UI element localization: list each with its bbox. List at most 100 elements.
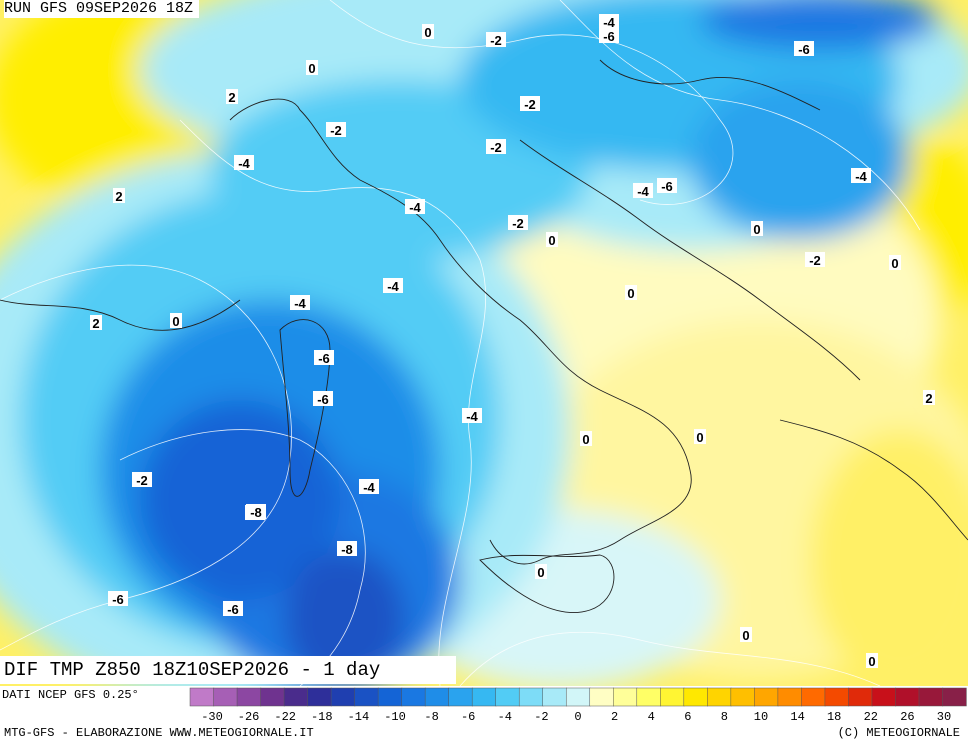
contour-label: 0 — [740, 627, 752, 643]
legend-tick-label: 26 — [900, 710, 914, 724]
contour-label-text: -4 — [409, 200, 421, 215]
contour-label: 0 — [306, 60, 318, 76]
legend-swatch — [613, 687, 638, 707]
contour-label-text: 0 — [891, 256, 898, 271]
legend-swatch — [354, 687, 379, 707]
contour-label: -8 — [337, 541, 357, 557]
contour-label: -4 — [599, 14, 619, 30]
contour-label: -4 — [359, 479, 379, 495]
legend-swatch — [918, 687, 944, 707]
contour-label-text: 0 — [868, 654, 875, 669]
contour-label: -6 — [599, 28, 619, 44]
legend-swatch — [824, 687, 850, 707]
contour-label: 0 — [751, 221, 763, 237]
legend-swatch — [283, 687, 309, 707]
legend-swatch — [260, 687, 285, 707]
contour-label: -2 — [805, 252, 825, 268]
legend-tick-label: -8 — [424, 710, 438, 724]
anomaly-field — [0, 0, 968, 686]
contour-label-text: 2 — [228, 90, 235, 105]
contour-label: 0 — [170, 313, 182, 329]
contour-label: -2 — [132, 472, 152, 488]
color-legend: -30 -26 -22 -18 -14 -10 -8 -6 -4 -2 0 2 4 6 8 10 14 18 22 2… — [189, 687, 967, 724]
legend-swatch — [236, 687, 262, 707]
legend-swatch — [330, 687, 356, 707]
legend-tick-label: -22 — [274, 710, 296, 724]
contour-label-text: 0 — [696, 430, 703, 445]
legend-swatch — [660, 687, 685, 707]
contour-label-text: 0 — [742, 628, 749, 643]
legend-swatch — [707, 687, 732, 707]
contour-label: -6 — [313, 391, 333, 407]
contour-label: -6 — [108, 591, 128, 607]
legend-tick-label: 30 — [937, 710, 951, 724]
contour-label-text: -6 — [112, 592, 124, 607]
legend-tick-label: 18 — [827, 710, 841, 724]
contour-label: -2 — [520, 96, 540, 112]
legend-swatch — [213, 687, 238, 707]
legend-swatch — [754, 687, 779, 707]
contour-label: -4 — [383, 278, 403, 294]
contour-label: 0 — [625, 285, 637, 301]
contour-label: -6 — [223, 601, 243, 617]
contour-label-text: 2 — [115, 189, 122, 204]
legend-swatch — [589, 687, 614, 707]
legend-swatch — [730, 687, 756, 707]
legend-swatch — [307, 687, 332, 707]
contour-label-text: -4 — [363, 480, 375, 495]
contour-label: -4 — [462, 408, 482, 424]
legend-swatch — [565, 687, 591, 707]
contour-label: 0 — [866, 653, 878, 669]
contour-label: -4 — [290, 295, 310, 311]
legend-tick-label: -6 — [461, 710, 475, 724]
legend-swatch — [848, 687, 873, 707]
contour-label-text: -6 — [603, 29, 615, 44]
contour-label-text: 0 — [424, 25, 431, 40]
legend-tick-label: -4 — [498, 710, 512, 724]
run-title: RUN GFS 09SEP2026 18Z — [4, 0, 200, 18]
contour-label-text: -6 — [227, 602, 239, 617]
contour-label: 2 — [923, 390, 935, 406]
legend-swatch — [777, 687, 803, 707]
legend-swatch — [942, 687, 967, 707]
contour-label-text: -4 — [294, 296, 306, 311]
contour-label-text: -6 — [317, 392, 329, 407]
contour-label-text: -6 — [661, 179, 673, 194]
footer-credit: MTG-GFS - ELABORAZIONE WWW.METEOGIORNALE… — [4, 726, 314, 740]
legend-swatch — [683, 687, 708, 707]
contour-label-text: 2 — [92, 316, 99, 331]
legend-swatch — [495, 687, 520, 707]
contour-label: -8 — [246, 504, 266, 520]
contour-label: -6 — [657, 178, 677, 194]
contour-label: 2 — [226, 89, 238, 105]
legend-swatch — [871, 687, 897, 707]
legend-swatch — [471, 687, 497, 707]
legend-tick-label: 0 — [574, 710, 581, 724]
contour-label: 0 — [422, 24, 434, 40]
contour-label-text: -2 — [490, 33, 502, 48]
contour-label: 0 — [580, 431, 592, 447]
legend-tick-label: -10 — [384, 710, 406, 724]
coastline-boundaries — [0, 59, 968, 613]
contour-label-text: 0 — [582, 432, 589, 447]
contour-label: -2 — [486, 139, 506, 155]
contour-label: -6 — [314, 350, 334, 366]
legend-tick-label: -26 — [238, 710, 260, 724]
map-title: DIF TMP Z850 18Z10SEP2026 - 1 day — [0, 656, 456, 684]
legend-tick-label: -14 — [348, 710, 370, 724]
legend-swatch — [377, 687, 403, 707]
contour-label-text: 0 — [172, 314, 179, 329]
contour-label: 2 — [90, 315, 102, 331]
contour-label-text: -4 — [637, 184, 649, 199]
contour-label-text: -2 — [512, 216, 524, 231]
legend-swatch — [189, 687, 215, 707]
legend-tick-label: 2 — [611, 710, 618, 724]
contour-label-text: -4 — [387, 279, 399, 294]
footer-copyright: (C) METEOGIORNALE — [837, 726, 960, 740]
contour-label-text: -2 — [330, 123, 342, 138]
legend-swatch — [518, 687, 544, 707]
contour-label: -4 — [405, 199, 425, 215]
contour-label: -4 — [851, 168, 871, 184]
